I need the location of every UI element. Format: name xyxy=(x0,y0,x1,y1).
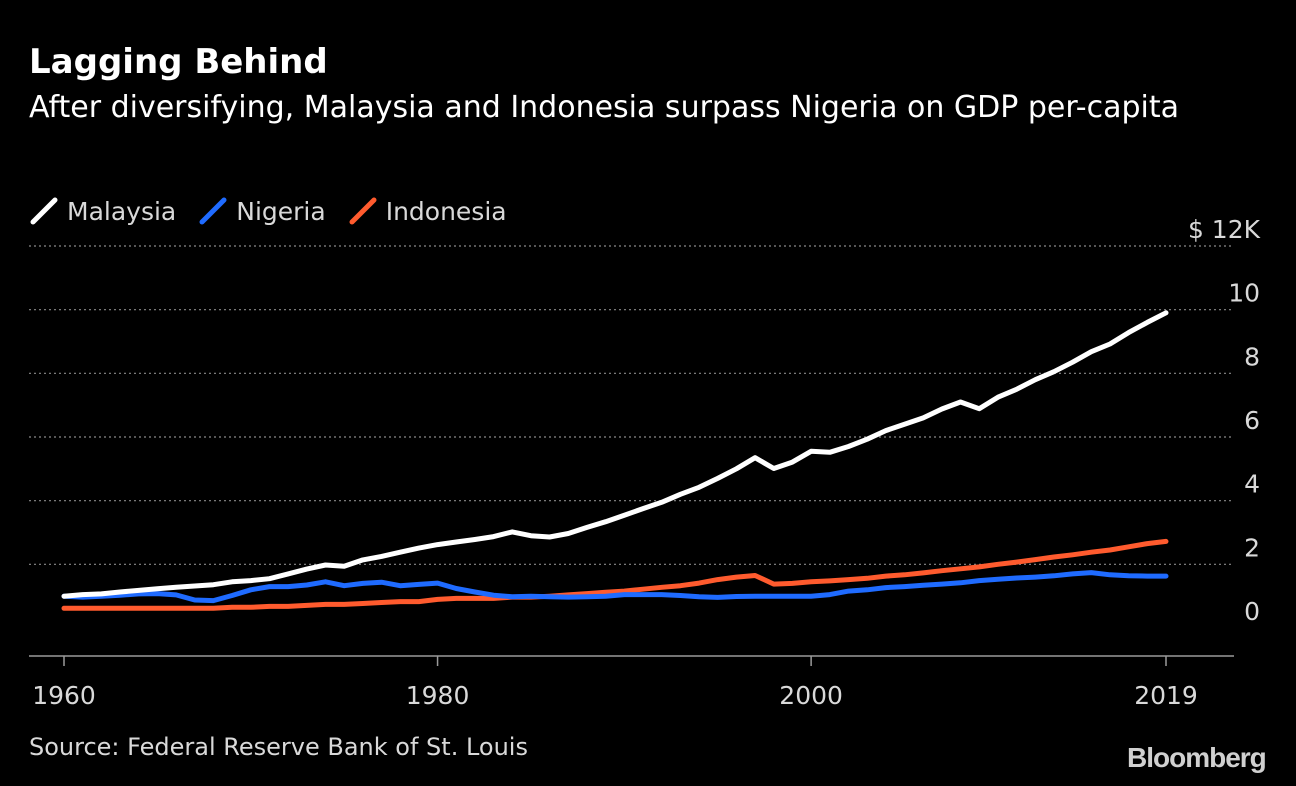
legend-label-nigeria: Nigeria xyxy=(236,196,326,226)
y-tick-label-0: 0 xyxy=(1244,597,1260,626)
series-line-indonesia xyxy=(61,538,1169,611)
x-tick-label-2000: 2000 xyxy=(779,681,843,710)
bloomberg-logo: Bloomberg xyxy=(1127,742,1267,773)
legend-swatch-nigeria xyxy=(198,196,228,226)
legend-label-malaysia: Malaysia xyxy=(67,196,177,226)
y-tick-label-2: 2 xyxy=(1244,533,1260,562)
series-line-nigeria xyxy=(61,570,1169,604)
chart-title: Lagging Behind xyxy=(29,42,328,82)
source-note: Source: Federal Reserve Bank of St. Loui… xyxy=(29,733,528,761)
legend-item-malaysia: Malaysia xyxy=(29,196,176,226)
x-tick-label-1960: 1960 xyxy=(32,681,96,710)
series-line-malaysia xyxy=(61,310,1169,599)
y-tick-label-6: 6 xyxy=(1244,406,1260,435)
y-tick-label-4: 4 xyxy=(1244,470,1260,499)
legend-swatch-indonesia xyxy=(348,196,378,226)
x-tick-label-1980: 1980 xyxy=(406,681,470,710)
legend-item-indonesia: Indonesia xyxy=(348,196,507,226)
y-tick-label-8: 8 xyxy=(1244,342,1260,371)
legend-swatch-malaysia xyxy=(29,196,59,226)
x-tick-label-2019: 2019 xyxy=(1134,681,1198,710)
legend-label-indonesia: Indonesia xyxy=(385,196,507,226)
y-tick-label-12: $ 12K xyxy=(1188,215,1261,244)
y-tick-label-10: 10 xyxy=(1228,279,1260,308)
legend: Malaysia Nigeria Indonesia xyxy=(29,193,529,229)
legend-item-nigeria: Nigeria xyxy=(198,196,326,226)
chart-subtitle: After diversifying, Malaysia and Indones… xyxy=(29,90,1180,125)
